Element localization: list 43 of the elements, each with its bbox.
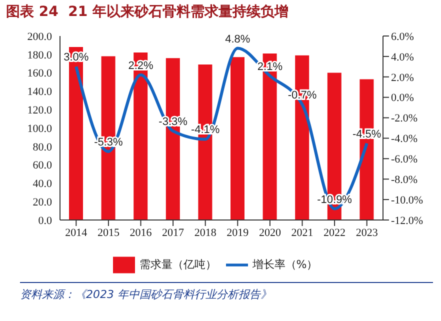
y-tick-label: 60.0 [32,160,52,172]
x-tick-label: 2015 [97,226,120,239]
data-label: 4.8% [225,33,250,46]
y2-tick-label: -2.0% [391,112,418,125]
y-tick-label: 120.0 [27,104,52,117]
y-tick-label: 80.0 [32,141,52,154]
y2-tick-label: 6.0% [391,30,414,43]
x-tick-label: 2022 [324,226,346,239]
y2-tick-label: 4.0% [391,51,414,64]
y2-tick-label: -6.0% [391,154,418,166]
y-tick-label: 200.0 [27,30,52,43]
chart-title: 图表 24 21 年以来砂石骨料需求量持续负增 [6,3,288,21]
x-tick-label: 2020 [258,226,282,239]
data-label: -3.3% [158,116,188,128]
y2-tick-label: -12.0% [391,214,424,227]
data-label: -4.5% [352,128,382,140]
x-tick-label: 2016 [130,226,152,239]
x-tick-label: 2021 [291,226,314,239]
x-tick-label: 2017 [162,226,185,239]
bar [230,57,244,220]
x-tick-label: 2014 [65,226,88,239]
legend-label: 增长率（%） [252,258,318,272]
y2-tick-label: -10.0% [391,194,424,206]
y-tick-label: 40.0 [32,178,52,190]
x-tick-label: 2018 [194,226,217,239]
y-tick-label: 0.0 [38,214,52,227]
y2-tick-label: -8.0% [391,174,418,186]
y2-tick-label: 2.0% [391,72,414,84]
data-label: -10.9% [317,194,352,206]
y-tick-label: 20.0 [32,196,52,209]
x-tick-label: 2023 [356,226,378,239]
data-label: -4.1% [190,124,220,136]
y-tick-label: 100.0 [27,122,52,135]
data-label: -5.3% [94,136,124,149]
y-tick-label: 180.0 [27,49,52,62]
y-tick-label: 160.0 [27,68,52,80]
data-label: -0.7% [288,89,317,102]
x-tick-label: 2019 [226,226,250,239]
text: 资料来源：《2023 年中国砂石骨料行业分析报告》 [20,287,272,302]
legend-label: 需求量（亿吨） [139,258,216,272]
y2-tick-label: -4.0% [391,133,418,146]
y-tick-label: 140.0 [27,86,52,98]
y2-tick-label: 0.0% [391,92,414,104]
